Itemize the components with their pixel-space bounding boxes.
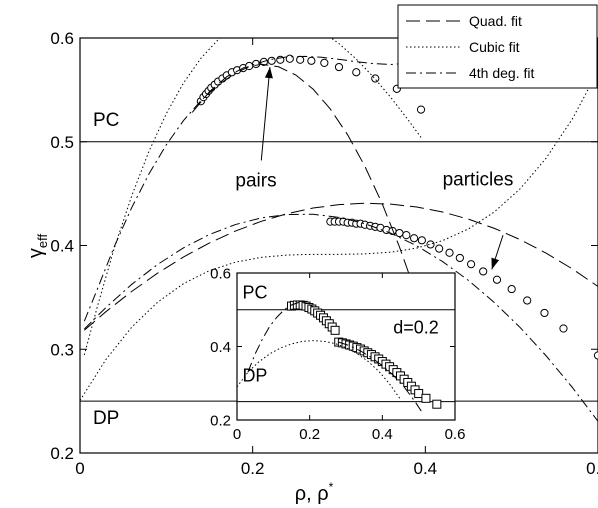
main-series-1-point-24 (493, 276, 500, 283)
main-ytick-label-3: 0.5 (50, 133, 74, 152)
inset-xtick-label-0: 0 (233, 426, 241, 443)
main-ytick-label-1: 0.3 (50, 340, 74, 359)
x-axis-label: ρ, ρ* (295, 480, 334, 505)
main-series-1-point-17 (418, 237, 425, 244)
inset-annotation: d=0.2 (393, 318, 439, 338)
main-series-1-point-29 (594, 352, 598, 359)
main-xtick-label-3: 0.6 (586, 459, 598, 478)
main-region-label-0: PC (93, 110, 119, 131)
main-region-label-1: DP (93, 408, 119, 429)
legend-label-1: Cubic fit (469, 39, 520, 55)
inset-series-1-point-24 (433, 400, 441, 408)
inset-ytick-label-1: 0.4 (210, 339, 231, 356)
main-ytick-label-0: 0.2 (50, 444, 74, 463)
main-series-1-point-23 (480, 268, 487, 275)
inset-series-1-point-23 (422, 394, 430, 402)
main-series-1-point-27 (541, 309, 548, 316)
main-series-1-point-20 (446, 249, 453, 256)
main-series-0-point-12 (246, 62, 253, 69)
main-series-0-point-22 (353, 69, 360, 76)
main-series-1-point-26 (524, 297, 531, 304)
main-series-1-point-22 (467, 261, 474, 268)
main-series-0-point-13 (253, 60, 260, 67)
main-ytick-label-2: 0.4 (50, 237, 74, 256)
legend: Quad. fit Cubic fit 4th deg. fit (398, 5, 597, 88)
main-ytick-label-4: 0.6 (50, 29, 74, 48)
main-series-0-point-15 (268, 57, 275, 64)
main-series-1-point-21 (456, 254, 463, 261)
inset-xtick-label-2: 0.4 (372, 426, 393, 443)
main-series-1-point-28 (560, 325, 567, 332)
main-series-0-point-19 (308, 57, 315, 64)
main-series-0-point-18 (297, 56, 304, 63)
inset-series-0-point-15 (331, 326, 339, 334)
main-region-label-2: pairs (235, 170, 276, 191)
main-series-0-point-25 (417, 106, 424, 113)
y-axis-label: γeff (25, 234, 50, 259)
main-region-label-3: particles (443, 169, 514, 190)
main-series-0-point-21 (335, 63, 342, 70)
inset-xtick-label-3: 0.6 (445, 426, 466, 443)
main-series-1-point-25 (508, 285, 515, 292)
inset-region-label-1: DP (242, 365, 267, 385)
main-series-1-point-16 (411, 235, 418, 242)
inset-ytick-label-0: 0.2 (210, 412, 231, 429)
main-xtick-label-2: 0.4 (414, 459, 438, 478)
inset-ytick-label-2: 0.6 (210, 265, 231, 282)
main-series-1-point-15 (403, 232, 410, 239)
inset-region-label-0: PC (242, 283, 267, 303)
main-series-1-point-14 (396, 229, 403, 236)
main-xtick-label-1: 0.2 (241, 459, 265, 478)
main-series-0-point-23 (372, 75, 379, 82)
legend-label-2: 4th deg. fit (469, 65, 534, 81)
inset-xtick-label-1: 0.2 (299, 426, 320, 443)
main-series-1-point-19 (436, 245, 443, 252)
main-series-0-point-20 (321, 59, 328, 66)
legend-label-0: Quad. fit (469, 13, 522, 29)
main-xtick-label-0: 0 (75, 459, 84, 478)
